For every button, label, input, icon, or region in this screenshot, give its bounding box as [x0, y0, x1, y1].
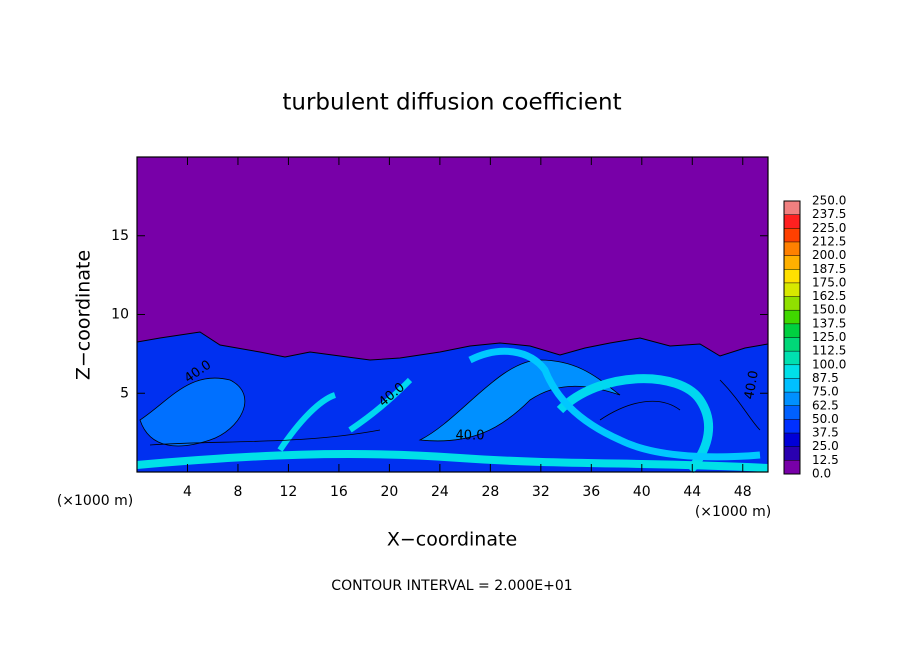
colorbar-label: 150.0 — [812, 303, 846, 317]
colorbar-swatch — [784, 310, 800, 324]
field — [136, 157, 769, 474]
colorbar-label: 162.5 — [812, 289, 846, 303]
x-tick-label: 36 — [582, 484, 600, 500]
contour-line — [149, 379, 761, 446]
colorbar-swatch — [784, 228, 800, 242]
y-tick-label: 5 — [120, 385, 129, 401]
chart-title: turbulent diffusion coefficient — [282, 90, 621, 116]
colorbar-label: 87.5 — [812, 371, 839, 385]
colorbar-swatch — [784, 378, 800, 393]
colorbar-swatch — [784, 337, 800, 352]
colorbar-label: 250.0 — [812, 194, 846, 208]
x-tick-label: 12 — [280, 484, 298, 500]
x-unit: (×1000 m) — [57, 493, 133, 509]
x-tick-label: 32 — [532, 484, 550, 500]
x-tick-label: 40 — [633, 484, 651, 500]
y-tick-label: 10 — [111, 307, 129, 323]
colorbar-swatch — [784, 460, 800, 474]
colorbar-label: 212.5 — [812, 234, 846, 248]
colorbar-label: 137.5 — [812, 316, 846, 330]
footnote: CONTOUR INTERVAL = 2.000E+01 — [331, 578, 572, 594]
x-tick-label: 28 — [481, 484, 499, 500]
colorbar-label: 50.0 — [812, 412, 839, 426]
colorbar-label: 37.5 — [812, 426, 839, 440]
colorbar-swatch — [784, 405, 800, 420]
colorbar-label: 12.5 — [812, 453, 839, 467]
x-tick-label: 48 — [734, 484, 752, 500]
colorbar-label: 62.5 — [812, 398, 839, 412]
swirl — [556, 374, 714, 474]
colorbar-label: 0.0 — [812, 467, 831, 481]
colorbar-swatch — [784, 269, 800, 283]
x-axis-title: X−coordinate — [387, 529, 517, 551]
x-tick-label: 20 — [380, 484, 398, 500]
swirl — [136, 450, 769, 472]
x-tick-label: 4 — [183, 484, 192, 500]
colorbar-label: 125.0 — [812, 330, 846, 344]
x-tick-label: 16 — [330, 484, 348, 500]
colorbar-swatch — [784, 446, 800, 461]
colorbar-swatch — [784, 214, 800, 229]
colorbar-label: 112.5 — [812, 344, 846, 358]
colorbar-swatch — [784, 241, 800, 256]
colorbar-swatch — [784, 419, 800, 434]
colorbar-swatch — [784, 351, 800, 365]
colorbar-label: 187.5 — [812, 262, 846, 276]
y-tick-label: 15 — [111, 228, 129, 244]
x-tick-label: 8 — [233, 484, 242, 500]
contour-label: 40.0 — [742, 369, 762, 400]
colorbar-swatch — [784, 364, 800, 379]
colorbar-label: 175.0 — [812, 275, 846, 289]
patch — [418, 359, 621, 442]
colorbar-label: 75.0 — [812, 385, 839, 399]
x-tick-label: 24 — [431, 484, 449, 500]
colorbar-swatch — [784, 255, 800, 270]
colorbar-label: 200.0 — [812, 248, 846, 262]
patch — [139, 377, 246, 447]
colorbar-label: 237.5 — [812, 207, 846, 221]
y-axis-title: Z−coordinate — [73, 250, 95, 380]
colorbar-swatch — [784, 323, 800, 338]
colorbar-swatch — [784, 296, 800, 311]
x-unit: (×1000 m) — [695, 504, 771, 520]
contour-label: 40.0 — [456, 429, 485, 444]
colorbar-swatch — [784, 201, 800, 215]
swirl — [277, 377, 413, 452]
colorbar-swatch — [784, 282, 800, 297]
colorbar-label: 225.0 — [812, 221, 846, 235]
swirl — [468, 347, 761, 461]
colorbar-label: 25.0 — [812, 439, 839, 453]
colorbar-label: 100.0 — [812, 357, 846, 371]
colorbar-swatch — [784, 433, 800, 447]
colorbar-swatch — [784, 392, 800, 406]
x-tick-label: 44 — [683, 484, 701, 500]
